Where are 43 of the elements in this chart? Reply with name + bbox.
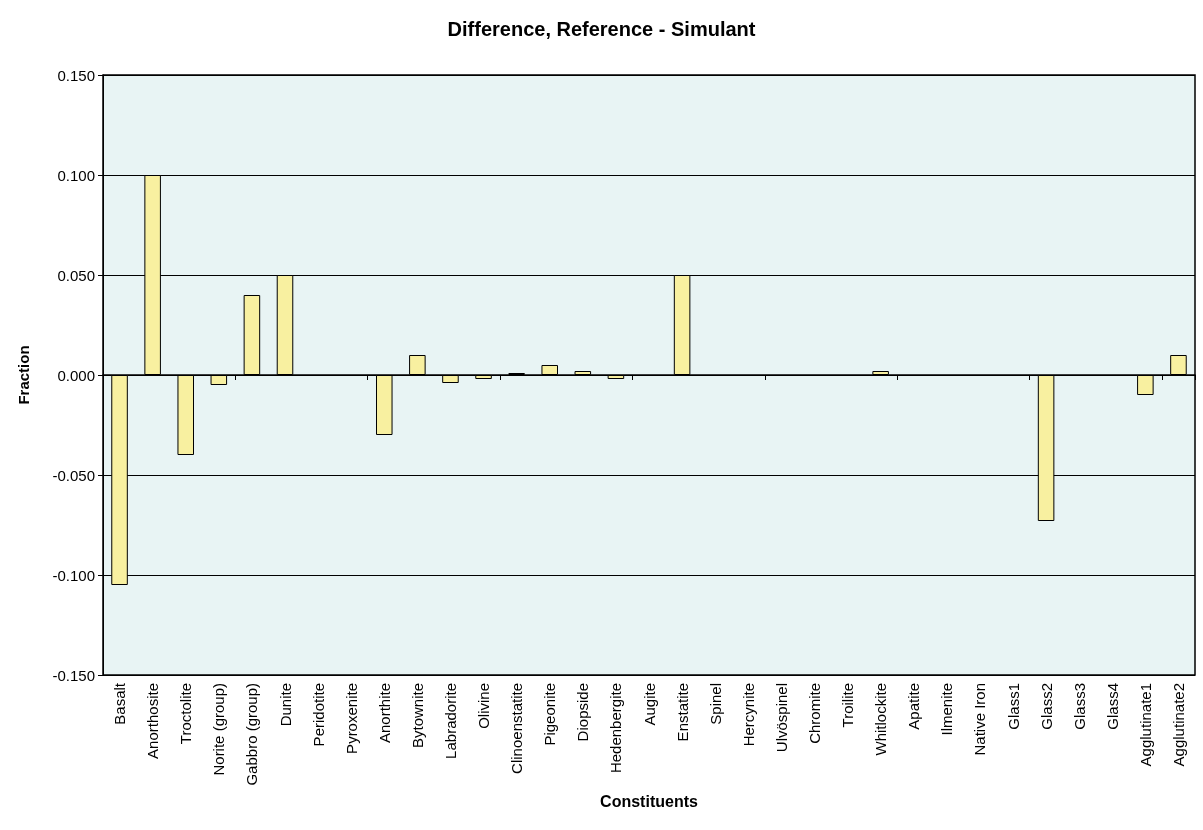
x-tick-label: Troilite [839,683,857,728]
x-tick-label: Diopside [574,683,592,742]
y-axis-title: Fraction [15,345,32,405]
y-tick-label: 0.000 [57,366,95,384]
x-tick-label: Whitlockite [872,683,890,756]
y-tick-label: -0.150 [52,666,95,684]
x-tick-label: Agglutinate2 [1169,683,1187,767]
x-tick-label: Gabbro (group) [243,683,261,786]
x-tick-label: Peridotite [309,683,327,747]
x-tick-label: Olivine [475,683,493,729]
x-tick-label: Enstatite [673,683,691,742]
x-tick-label: Basalt [111,682,129,725]
x-tick-label: Labradorite [441,683,459,759]
x-axis-title: Constituents [600,792,698,810]
x-tick-label: Anorthosite [144,683,162,759]
x-tick-label: Augite [640,683,658,726]
x-tick-label: Dunite [276,683,294,727]
x-tick-label: Glass1 [1004,683,1022,730]
x-tick-label: Pyroxenite [342,683,360,754]
x-tick-label: Troctolite [177,683,195,745]
y-tick-label: 0.100 [57,166,95,184]
x-tick-label: Clinoenstatite [508,683,526,774]
x-tick-label: Bytownite [408,683,426,749]
x-tick-label: Glass2 [1037,683,1055,730]
x-tick-label: Hedenbergite [607,683,625,774]
x-tick-label: Agglutinate1 [1136,683,1154,767]
x-tick-label: Ilmenite [938,683,956,736]
x-tick-label: Spinel [706,683,724,725]
x-tick-label: Glass4 [1103,683,1121,730]
y-tick-label: -0.100 [52,566,95,584]
y-tick-label: -0.050 [52,466,95,484]
y-tick-label: 0.050 [57,266,95,284]
x-tick-label: Ulvöspinel [772,683,790,753]
x-tick-label: Chromite [805,683,823,744]
x-tick-label: Pigeonite [541,683,559,746]
x-tick-label: Apatite [905,683,923,730]
x-tick-label: Anorthite [375,683,393,744]
x-tick-label: Norite (group) [210,683,228,776]
x-tick-label: Native Iron [971,683,989,756]
x-tick-label: Glass3 [1070,683,1088,730]
x-tick-label: Hercynite [739,683,757,747]
y-tick-label: 0.150 [57,66,95,84]
chart-title: Difference, Reference - Simulant [447,18,756,40]
